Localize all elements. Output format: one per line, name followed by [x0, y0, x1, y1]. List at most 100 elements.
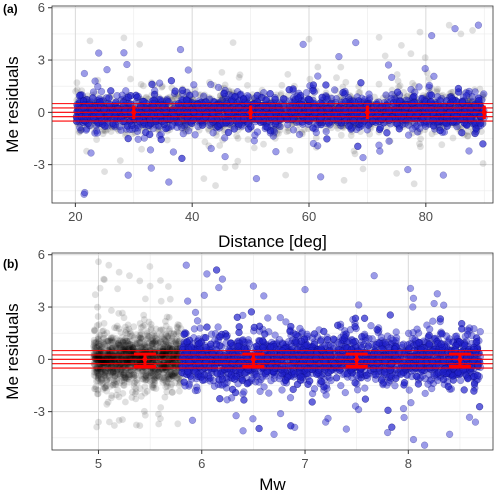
- data-point: [151, 114, 159, 121]
- data-point: [471, 120, 479, 128]
- data-point: [188, 100, 196, 108]
- data-point: [168, 96, 176, 104]
- y-tick-label: 0: [38, 105, 45, 120]
- data-point: [320, 94, 328, 101]
- data-point: [426, 105, 434, 113]
- data-point: [338, 120, 345, 128]
- data-point: [447, 93, 454, 100]
- data-point: [228, 103, 235, 111]
- bin-mean-point: [131, 109, 137, 115]
- data-point: [78, 94, 86, 101]
- data-point: [152, 96, 159, 103]
- data-point: [288, 107, 296, 116]
- data-point: [304, 125, 312, 133]
- data-point: [127, 75, 134, 83]
- data-point: [137, 81, 145, 88]
- data-point: [164, 127, 171, 135]
- data-point: [184, 88, 192, 95]
- data-point: [471, 120, 479, 127]
- data-point: [456, 89, 463, 96]
- data-point: [452, 118, 460, 126]
- data-point: [104, 125, 111, 133]
- data-point: [290, 95, 298, 103]
- data-point: [95, 49, 103, 57]
- data-point: [87, 149, 95, 157]
- data-point: [396, 92, 403, 100]
- data-point: [322, 126, 330, 133]
- data-point: [213, 128, 220, 136]
- data-point: [383, 105, 390, 113]
- data-point: [115, 103, 123, 111]
- data-point: [353, 108, 361, 116]
- data-point: [386, 137, 394, 145]
- data-point: [219, 96, 227, 103]
- data-point: [170, 99, 177, 107]
- data-point: [322, 127, 330, 136]
- data-point: [75, 128, 83, 136]
- data-point: [86, 122, 94, 130]
- data-point: [395, 109, 403, 118]
- data-point: [283, 128, 291, 136]
- data-point: [419, 105, 427, 113]
- data-point: [124, 103, 132, 111]
- data-point: [165, 97, 173, 104]
- data-point: [294, 114, 301, 121]
- data-point: [167, 77, 176, 85]
- data-point: [233, 110, 241, 117]
- data-point: [408, 95, 416, 103]
- data-point: [297, 109, 305, 117]
- data-point: [142, 128, 150, 137]
- data-point: [135, 96, 143, 104]
- data-point: [393, 94, 400, 101]
- data-point: [205, 94, 213, 101]
- data-point: [221, 95, 229, 102]
- data-point: [332, 116, 340, 124]
- data-point: [188, 90, 195, 98]
- data-point: [231, 93, 239, 101]
- data-point: [103, 122, 111, 129]
- data-point: [275, 122, 283, 130]
- data-point: [189, 118, 197, 126]
- data-point: [218, 114, 226, 122]
- data-point: [238, 123, 246, 131]
- data-point: [222, 118, 230, 127]
- data-point: [138, 109, 146, 117]
- data-point: [477, 128, 485, 136]
- data-point: [454, 124, 462, 132]
- data-point: [142, 128, 150, 137]
- data-point: [107, 92, 115, 99]
- data-point: [301, 125, 308, 133]
- data-point: [298, 128, 306, 136]
- data-point: [154, 126, 162, 134]
- data-point: [229, 39, 237, 47]
- data-point: [234, 107, 242, 115]
- data-point: [105, 112, 112, 120]
- data-point: [351, 121, 359, 129]
- data-point: [194, 101, 202, 108]
- data-point: [148, 122, 156, 130]
- data-point: [218, 122, 226, 130]
- data-point: [126, 108, 133, 115]
- data-point: [207, 144, 215, 153]
- data-point: [267, 108, 275, 116]
- data-point: [289, 120, 296, 127]
- data-point: [326, 93, 334, 101]
- data-point: [174, 92, 182, 99]
- data-point: [207, 121, 215, 129]
- data-point: [398, 112, 406, 120]
- data-point: [211, 121, 219, 129]
- data-point: [101, 126, 108, 134]
- data-point: [424, 97, 432, 104]
- data-point: [124, 134, 132, 143]
- data-point: [374, 97, 382, 105]
- data-point: [398, 42, 405, 49]
- data-point: [379, 94, 387, 102]
- data-point: [299, 130, 306, 138]
- data-point: [231, 162, 239, 170]
- data-point: [210, 82, 218, 89]
- data-point: [425, 81, 434, 90]
- data-point: [293, 91, 301, 99]
- data-point: [140, 109, 148, 117]
- data-point: [280, 113, 288, 121]
- data-point: [352, 112, 359, 120]
